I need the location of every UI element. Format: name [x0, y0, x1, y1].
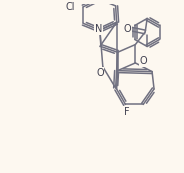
Text: O: O	[124, 24, 131, 34]
Text: O: O	[96, 68, 104, 78]
Text: Cl: Cl	[66, 2, 75, 12]
Text: F: F	[124, 107, 129, 117]
Text: O: O	[139, 56, 147, 66]
Text: N: N	[95, 24, 103, 34]
